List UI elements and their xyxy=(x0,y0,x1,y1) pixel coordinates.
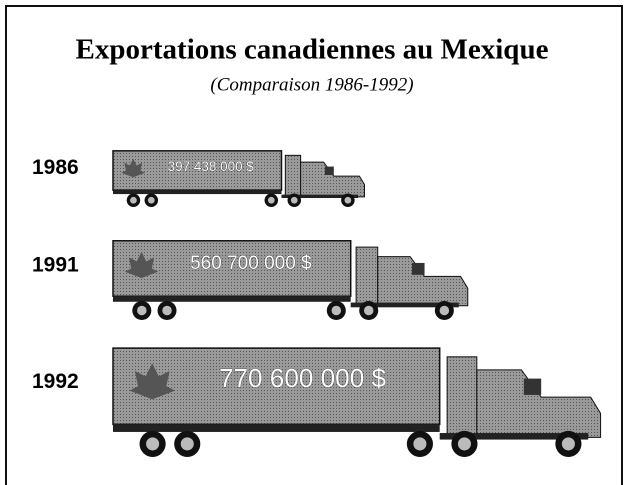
trailer-base xyxy=(113,296,351,302)
chart-title: Exportations canadiennes au Mexique xyxy=(76,34,549,66)
hub xyxy=(291,197,298,204)
value-label: 770 600 000 $ xyxy=(219,363,387,393)
category-label: 1991 xyxy=(32,253,79,276)
value-label: 397 438 000 $ xyxy=(168,159,255,174)
category-label: 1992 xyxy=(32,370,79,393)
hub xyxy=(440,306,450,316)
hub xyxy=(268,197,275,204)
sleeper xyxy=(285,155,300,195)
hub xyxy=(413,437,426,450)
chart-subtitle: (Comparaison 1986-1992) xyxy=(210,74,413,95)
value-label: 560 700 000 $ xyxy=(190,253,312,274)
category-label: 1986 xyxy=(32,156,79,179)
hub xyxy=(332,306,342,316)
hub xyxy=(458,437,471,450)
trailer-base xyxy=(113,190,281,194)
chart: Exportations canadiennes au Mexique (Com… xyxy=(0,0,625,485)
hub xyxy=(146,437,159,450)
hub xyxy=(162,306,172,316)
hub xyxy=(364,306,374,316)
sleeper xyxy=(356,247,378,304)
hub xyxy=(130,197,137,204)
hub xyxy=(181,437,194,450)
trailer-base xyxy=(113,424,440,432)
sleeper xyxy=(447,357,477,435)
window xyxy=(524,379,541,395)
hub xyxy=(562,437,575,450)
hub xyxy=(148,197,155,204)
hub xyxy=(137,306,147,316)
hub xyxy=(345,197,352,204)
window xyxy=(325,167,334,175)
window xyxy=(412,263,425,275)
